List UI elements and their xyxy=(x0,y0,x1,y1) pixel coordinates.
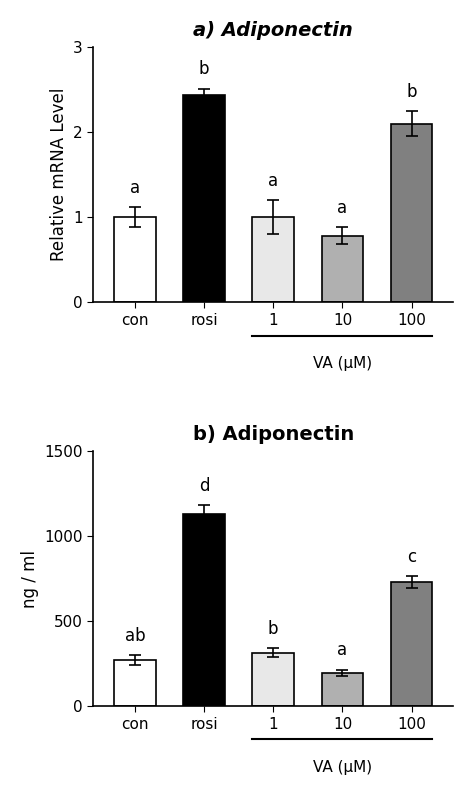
Bar xyxy=(253,653,294,706)
Text: d: d xyxy=(199,477,210,495)
Text: b: b xyxy=(268,620,279,638)
Text: c: c xyxy=(407,548,416,566)
Text: a: a xyxy=(337,199,347,217)
Bar xyxy=(322,673,363,706)
Y-axis label: Relative mRNA Level: Relative mRNA Level xyxy=(50,88,68,261)
Text: b: b xyxy=(406,83,417,101)
Text: a: a xyxy=(337,642,347,659)
Text: VA (μM): VA (μM) xyxy=(313,760,372,775)
Text: a: a xyxy=(268,172,278,190)
Text: ab: ab xyxy=(125,627,145,645)
Bar xyxy=(391,123,432,302)
Bar xyxy=(114,217,155,302)
Bar xyxy=(253,217,294,302)
Text: a: a xyxy=(130,179,140,197)
Bar xyxy=(114,660,155,706)
Bar xyxy=(322,236,363,302)
Bar xyxy=(183,95,225,302)
Text: VA (μM): VA (μM) xyxy=(313,356,372,371)
Bar xyxy=(183,514,225,706)
Text: b: b xyxy=(199,60,210,78)
Title: b) Adiponectin: b) Adiponectin xyxy=(192,425,354,444)
Bar xyxy=(391,582,432,706)
Title: a) Adiponectin: a) Adiponectin xyxy=(193,21,353,40)
Y-axis label: ng / ml: ng / ml xyxy=(21,549,39,608)
